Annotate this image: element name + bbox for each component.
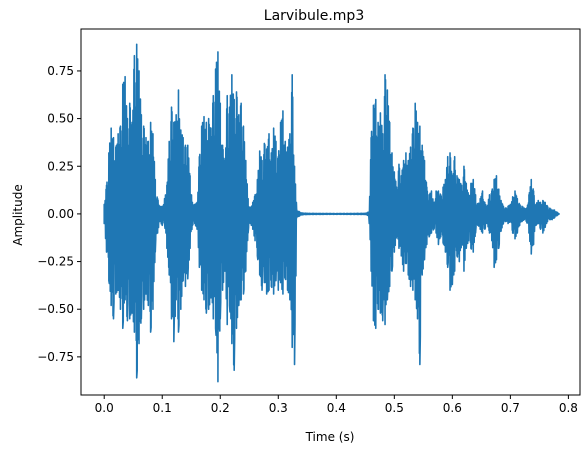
chart-title: Larvibule.mp3 xyxy=(264,8,364,24)
x-tick-label: 0.8 xyxy=(559,401,578,415)
x-tick-label: 0.4 xyxy=(327,401,346,415)
y-axis-ticks: −0.75 −0.50 −0.25 0.00 0.25 0.50 0.75 xyxy=(37,64,81,364)
x-tick-label: 0.7 xyxy=(501,401,520,415)
x-tick-label: 0.3 xyxy=(269,401,288,415)
plot-frame xyxy=(80,28,581,396)
x-axis-ticks: 0.0 0.1 0.2 0.3 0.4 0.5 0.6 0.7 0.8 xyxy=(95,395,578,415)
y-tick-label: 0.50 xyxy=(47,112,74,126)
y-tick-label: 0.75 xyxy=(47,64,74,78)
x-tick-label: 0.1 xyxy=(153,401,172,415)
x-tick-label: 0.6 xyxy=(443,401,462,415)
y-tick-label: 0.25 xyxy=(47,159,74,173)
waveform-line xyxy=(103,43,560,383)
y-axis-label: Amplitude xyxy=(11,184,25,246)
plot-area xyxy=(80,28,581,396)
x-tick-label: 0.2 xyxy=(211,401,230,415)
x-tick-label: 0.0 xyxy=(95,401,114,415)
x-axis-label: Time (s) xyxy=(305,430,355,444)
y-tick-label: −0.25 xyxy=(37,255,74,269)
y-tick-label: −0.75 xyxy=(37,350,74,364)
y-tick-label: −0.50 xyxy=(37,302,74,316)
x-tick-label: 0.5 xyxy=(385,401,404,415)
y-tick-label: 0.00 xyxy=(47,207,74,221)
